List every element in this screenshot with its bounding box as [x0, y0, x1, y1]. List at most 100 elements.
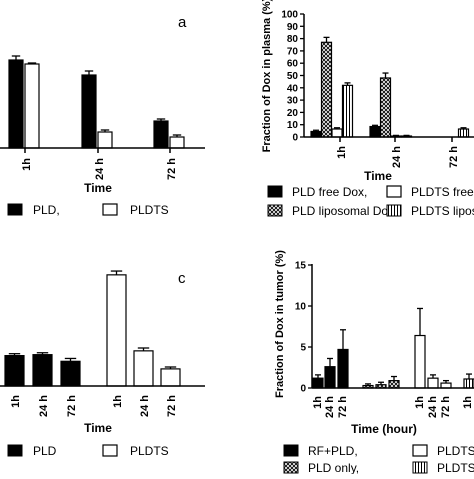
panel-c-bars	[4, 270, 181, 387]
panel-b-legend-swatch-2	[267, 204, 283, 217]
panel-a-tick-label-3: 72 h	[166, 158, 178, 180]
panel-c-legend: PLD PLDTS	[7, 444, 169, 458]
panel-b-x-title: Time	[364, 169, 392, 183]
panel-b-y-tick-label-9: 90	[287, 22, 299, 33]
panel-b-legend-label-3: PLDTS free Do	[411, 185, 474, 199]
panel-d-legend-swatch-4	[412, 461, 428, 474]
panel-d-tick-label-3: 72 h	[337, 396, 349, 418]
panel-d-y-tick-label-2: 10	[295, 302, 307, 313]
panel-b-legend: PLD free Dox, PLD liposomal Dox, PLDTS f…	[267, 185, 474, 218]
panel-a-bar-1-1	[97, 131, 113, 149]
panel-d-tick-label-7: 1h	[462, 396, 474, 409]
panel-b-legend-label-4: PLDTS liposom	[411, 204, 474, 218]
panel-b-legend-swatch-1	[267, 185, 283, 198]
panel-b-tick-label-3: 72 h	[448, 146, 460, 168]
panel-b-y-tick-label-4: 40	[287, 83, 299, 94]
panel-d-y-tick-label-0: 0	[300, 384, 306, 395]
panel-d-y-title: Fraction of Dox in tumor (%)	[274, 250, 286, 398]
panel-c-tick-label-2: 24 h	[38, 395, 50, 417]
panel-b-y-tick-label-6: 60	[287, 59, 299, 70]
panel-d-y-axis-ticks: 0 5 10 15	[295, 261, 312, 395]
panel-b-bar-0-0	[310, 130, 322, 138]
panel-b-y-tick-label-10: 100	[281, 10, 298, 21]
panel-d: Fraction of Dox in tumor (%) 0 5 10 15 1h 2…	[274, 250, 474, 475]
panel-c-bar-1-1	[133, 350, 154, 387]
panel-b-legend-swatch-3	[386, 185, 402, 198]
panel-c-label: c	[178, 270, 186, 287]
panel-a-bars	[8, 55, 185, 149]
panel-a-label: a	[178, 14, 187, 31]
panel-d-legend: RF+PLD, PLD only, PLDTS PLDTS	[283, 444, 474, 475]
panel-d-tick-label-6: 72 h	[440, 396, 452, 418]
panel-b-tick-label-1: 1h	[336, 146, 348, 159]
panel-d-tick-label-5: 24 h	[427, 396, 439, 418]
panel-d-legend-label-3: PLDTS	[437, 444, 474, 458]
panel-b-legend-swatch-4	[386, 204, 402, 217]
panel-a-tick-label-1: 1h	[21, 158, 33, 171]
panel-d-legend-label-4: PLDTS	[437, 461, 474, 474]
panel-d-tick-label-2: 24 h	[324, 396, 336, 418]
panel-a-legend-label-1: PLD,	[33, 203, 60, 217]
panel-c-x-title: Time	[84, 421, 112, 435]
panel-d-y-tick-label-1: 5	[300, 343, 306, 354]
panel-c-bar-0-0	[4, 355, 25, 387]
panel-d-tick-label-4: 1h	[414, 396, 426, 409]
panel-b-tick-label-2: 24 h	[391, 146, 403, 168]
panel-d-bar-0-2	[337, 348, 349, 389]
panel-b-y-tick-label-8: 80	[287, 34, 299, 45]
panel-c-tick-label-4: 1h	[112, 395, 124, 408]
panel-c-legend-label-2: PLDTS	[130, 444, 169, 458]
panel-c-tick-label-3: 72 h	[66, 395, 78, 417]
panel-b-legend-label-1: PLD free Dox,	[292, 185, 367, 199]
panel-a-bar-0-0	[8, 59, 24, 149]
panel-d-bars	[312, 307, 474, 389]
panel-d-legend-label-1: RF+PLD,	[308, 444, 358, 458]
panel-a-bar-0-2	[153, 120, 169, 149]
panel-d-bar-0-0	[312, 377, 324, 389]
panel-d-bar-2-0	[414, 334, 426, 389]
panel-c-legend-swatch-1	[7, 444, 23, 457]
panel-a-tick-label-2: 24 h	[94, 158, 106, 180]
panel-b-bars	[310, 36, 470, 138]
panel-c-bar-1-0	[106, 274, 127, 387]
panel-c-legend-swatch-2	[102, 444, 118, 457]
panel-b-legend-label-2: PLD liposomal Dox,	[292, 204, 397, 218]
panel-a-bar-1-0	[24, 63, 40, 149]
panel-c: c 1h 24 h 72 h 1h 24 h 72 h Time PLD PLD…	[0, 270, 205, 458]
panel-d-x-title: Time (hour)	[351, 422, 417, 436]
panel-a-bar-0-1	[81, 74, 97, 149]
panel-d-bar-3-0	[463, 378, 474, 389]
panel-b-bar-3-0	[341, 84, 354, 138]
panel-a: a 1h 24 h 72 h Time PLD, PLDTS	[0, 14, 205, 217]
panel-b-bar-0-1	[369, 125, 381, 138]
panel-a-legend-swatch-2	[102, 203, 118, 216]
panel-a-legend: PLD, PLDTS	[7, 203, 169, 217]
panel-c-bar-0-2	[60, 360, 81, 387]
panel-d-y-tick-label-3: 15	[295, 261, 307, 272]
panel-c-bar-0-1	[32, 354, 53, 387]
panel-a-legend-label-2: PLDTS	[130, 203, 169, 217]
panel-b-bar-1-0	[320, 41, 333, 138]
panel-d-tick-label-1: 1h	[312, 396, 324, 409]
panel-d-legend-swatch-1	[283, 444, 299, 457]
panel-d-bar-2-1	[427, 377, 439, 389]
panel-b-y-tick-label-7: 70	[287, 46, 299, 57]
panel-d-bar-1-2	[388, 380, 400, 389]
panel-a-x-title: Time	[84, 181, 112, 195]
panel-b-y-tick-label-5: 50	[287, 71, 299, 82]
panel-b-y-tick-label-1: 10	[287, 120, 299, 131]
panel-c-bar-1-2	[160, 368, 181, 387]
panel-c-tick-label-6: 72 h	[166, 395, 178, 417]
panel-b-bar-3-2	[457, 128, 470, 138]
panel-b-bar-2-0	[331, 128, 343, 138]
panel-b-y-title: Fraction of Dox in plasma (%)	[261, 0, 273, 152]
panel-d-legend-label-2: PLD only,	[308, 461, 359, 474]
panel-b-y-tick-label-2: 20	[287, 108, 299, 119]
panel-d-legend-swatch-3	[412, 444, 428, 457]
panel-c-tick-label-1: 1h	[10, 395, 22, 408]
panel-d-bar-0-1	[324, 366, 336, 389]
panel-a-legend-swatch-1	[7, 203, 23, 216]
